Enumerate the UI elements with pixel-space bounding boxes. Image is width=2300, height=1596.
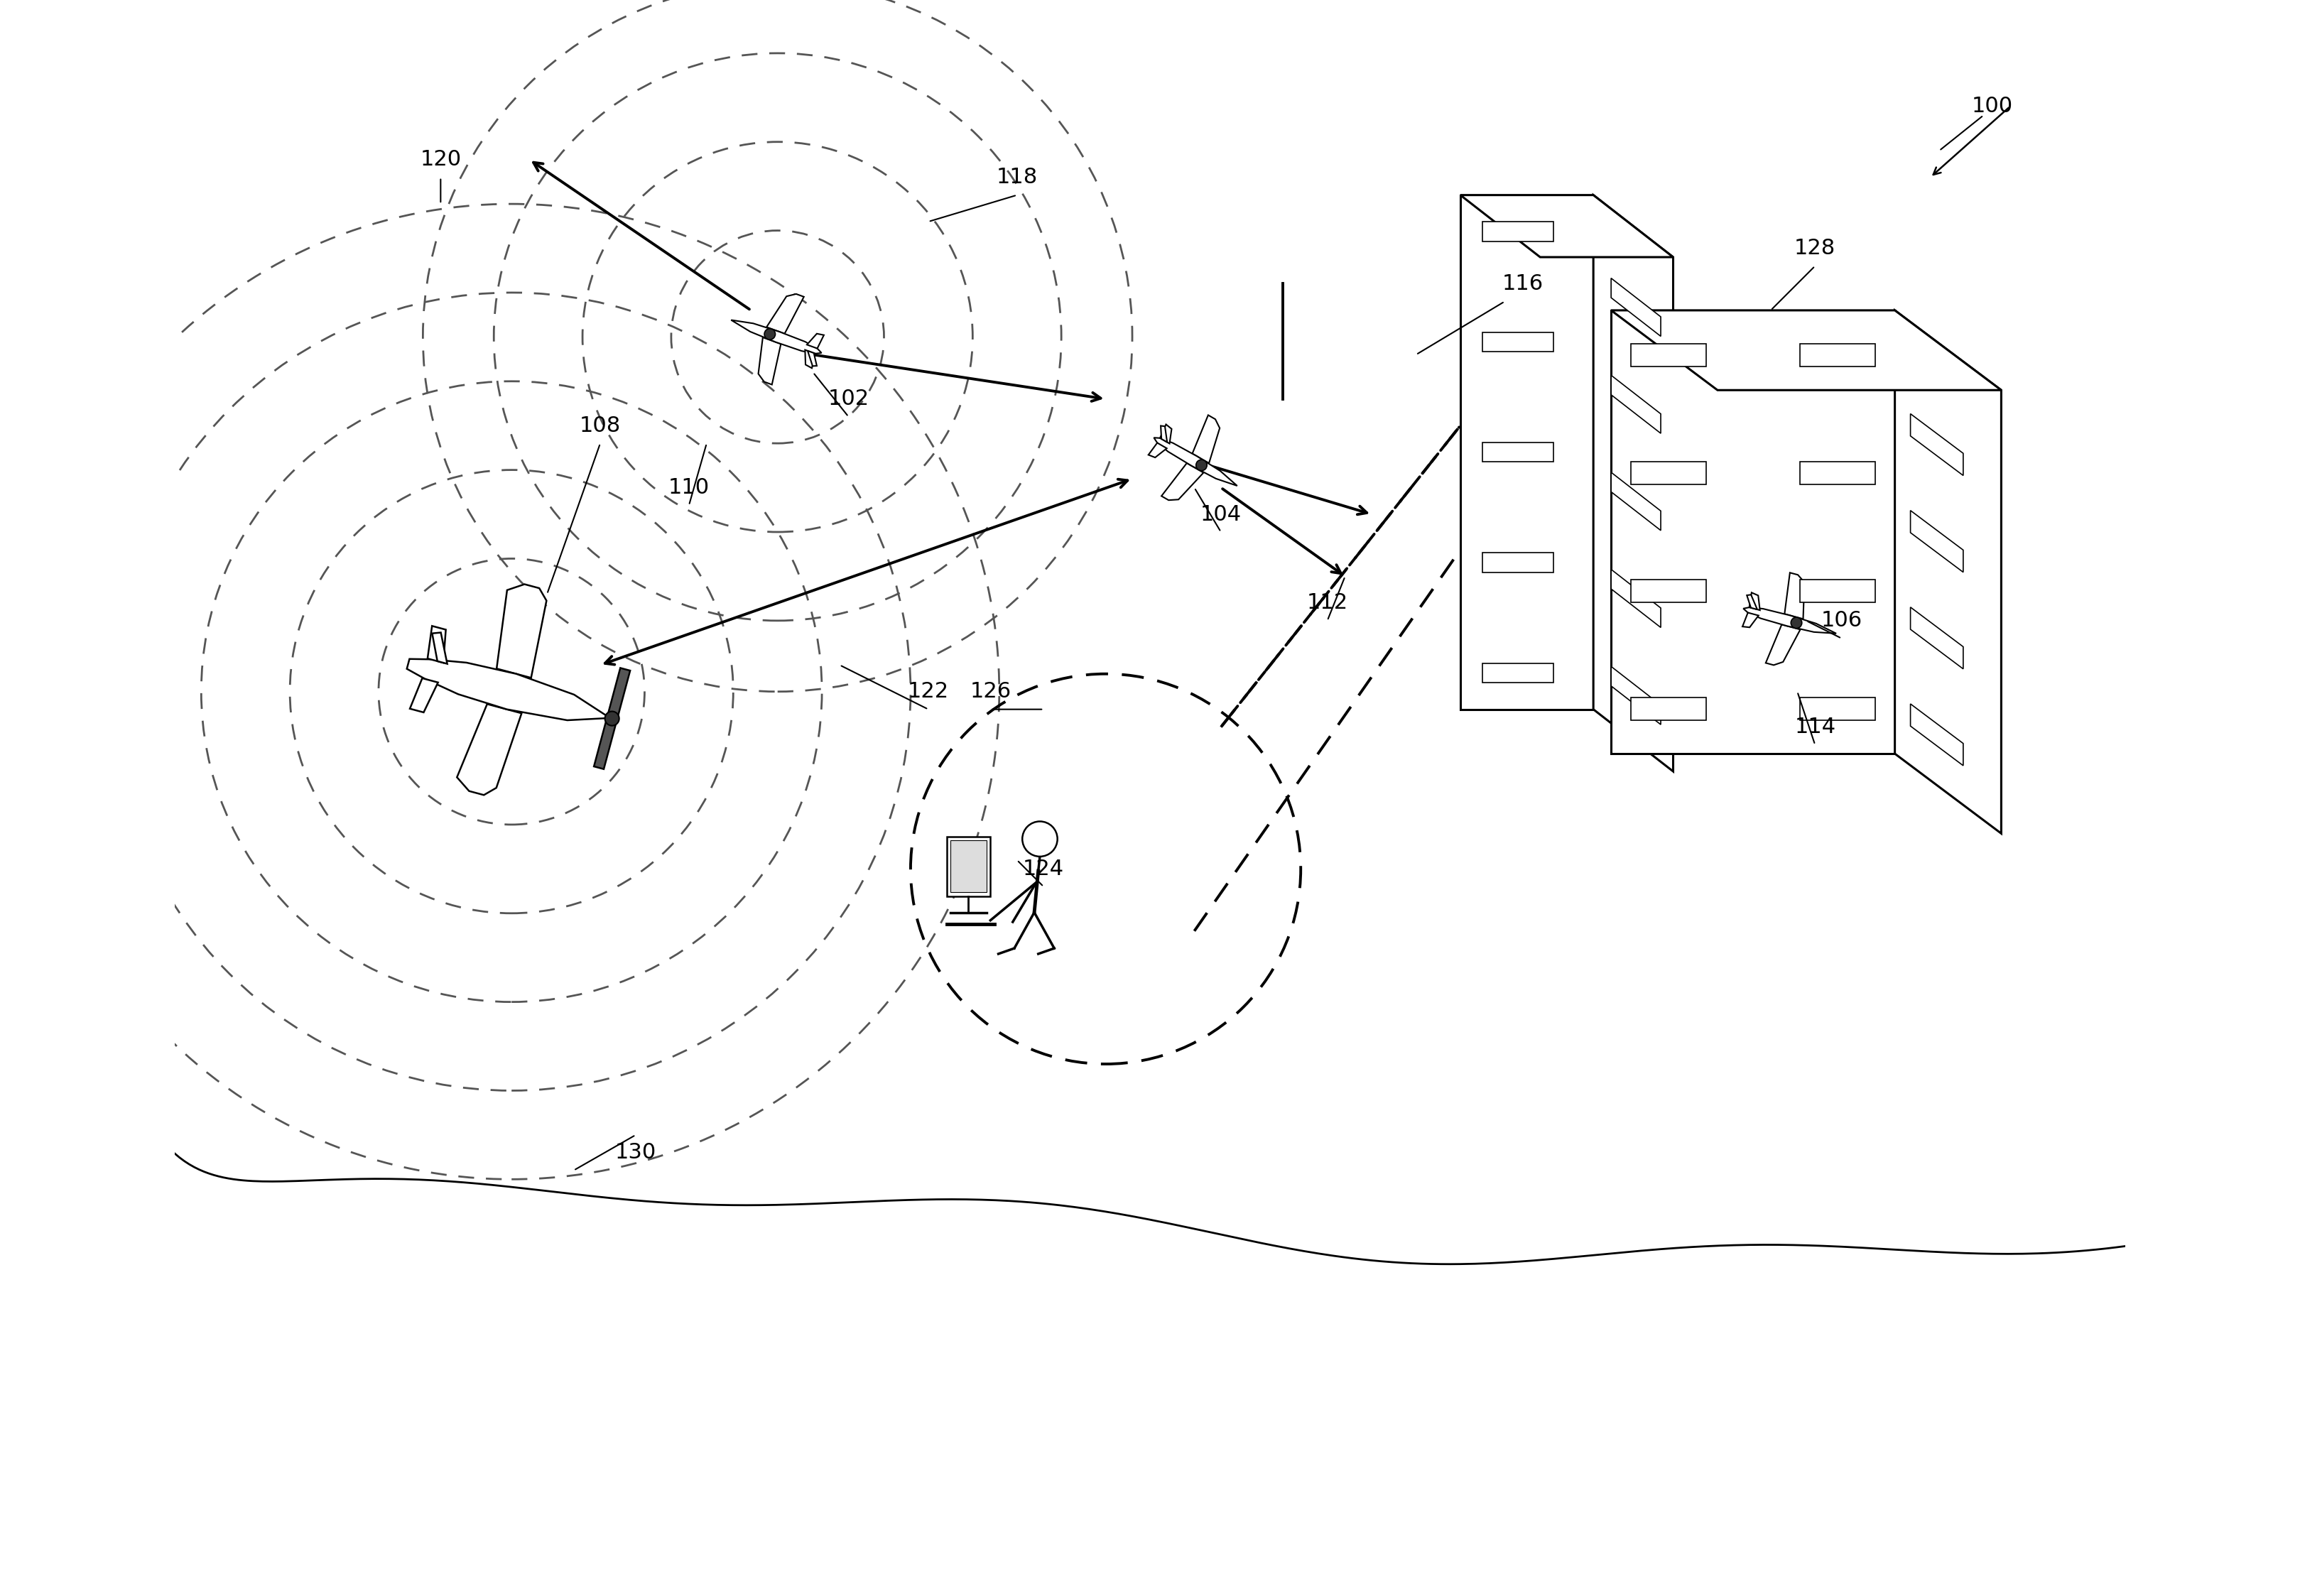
Polygon shape [607, 669, 630, 717]
Polygon shape [1610, 667, 1661, 725]
Polygon shape [807, 334, 823, 348]
Polygon shape [1610, 310, 1895, 753]
Polygon shape [1610, 472, 1661, 530]
Polygon shape [1162, 426, 1166, 442]
Text: 118: 118 [996, 168, 1037, 188]
Text: 130: 130 [614, 1143, 655, 1163]
Polygon shape [1610, 375, 1661, 434]
Circle shape [1196, 460, 1208, 471]
Circle shape [764, 329, 775, 340]
Polygon shape [1911, 511, 1964, 573]
Polygon shape [1911, 606, 1964, 669]
Polygon shape [1631, 697, 1707, 720]
Polygon shape [1460, 195, 1672, 257]
Polygon shape [1895, 310, 2001, 833]
Polygon shape [1631, 579, 1707, 602]
Polygon shape [766, 294, 805, 334]
Text: 120: 120 [421, 150, 462, 169]
Polygon shape [1594, 195, 1672, 771]
Polygon shape [1460, 195, 1594, 709]
Text: 112: 112 [1306, 592, 1348, 613]
Polygon shape [1484, 552, 1552, 573]
Polygon shape [1610, 278, 1661, 337]
Polygon shape [1801, 579, 1874, 602]
Polygon shape [1748, 595, 1757, 610]
Text: 122: 122 [908, 681, 950, 702]
Text: 124: 124 [1024, 859, 1065, 879]
Polygon shape [759, 337, 782, 385]
Polygon shape [497, 584, 547, 678]
Polygon shape [1159, 425, 1171, 444]
Polygon shape [1766, 624, 1801, 666]
Polygon shape [731, 321, 821, 354]
Polygon shape [593, 721, 616, 769]
Text: 106: 106 [1822, 610, 1863, 630]
Polygon shape [1484, 442, 1552, 461]
Polygon shape [1801, 461, 1874, 484]
Circle shape [1021, 822, 1058, 857]
Polygon shape [1610, 570, 1661, 627]
Circle shape [605, 712, 619, 726]
Polygon shape [1155, 437, 1237, 485]
Text: 108: 108 [580, 415, 621, 436]
Polygon shape [1148, 442, 1166, 458]
Text: 114: 114 [1794, 717, 1835, 737]
Polygon shape [948, 836, 991, 897]
Polygon shape [1631, 345, 1707, 365]
Polygon shape [1911, 704, 1964, 766]
Polygon shape [1750, 592, 1760, 610]
Text: 128: 128 [1794, 238, 1835, 259]
Polygon shape [1162, 463, 1203, 500]
Polygon shape [432, 632, 446, 664]
Polygon shape [950, 841, 987, 892]
Polygon shape [807, 351, 816, 365]
Polygon shape [1610, 310, 2001, 389]
Polygon shape [407, 659, 610, 720]
Text: 100: 100 [1971, 96, 2012, 117]
Polygon shape [428, 626, 446, 662]
Text: 104: 104 [1201, 504, 1242, 525]
Polygon shape [409, 678, 437, 712]
Polygon shape [1631, 461, 1707, 484]
Polygon shape [1743, 608, 1835, 634]
Polygon shape [1484, 664, 1552, 683]
Polygon shape [458, 704, 522, 795]
Text: 110: 110 [669, 477, 711, 498]
Text: 102: 102 [828, 389, 869, 409]
Polygon shape [1743, 613, 1760, 627]
Polygon shape [1191, 415, 1219, 463]
Polygon shape [1801, 345, 1874, 365]
Polygon shape [1911, 413, 1964, 476]
Circle shape [1792, 618, 1801, 629]
Polygon shape [1785, 573, 1806, 619]
Polygon shape [805, 350, 816, 369]
Polygon shape [1801, 697, 1874, 720]
Polygon shape [1484, 332, 1552, 351]
Text: 116: 116 [1502, 273, 1543, 294]
Text: 126: 126 [971, 681, 1012, 702]
Polygon shape [1484, 222, 1552, 241]
